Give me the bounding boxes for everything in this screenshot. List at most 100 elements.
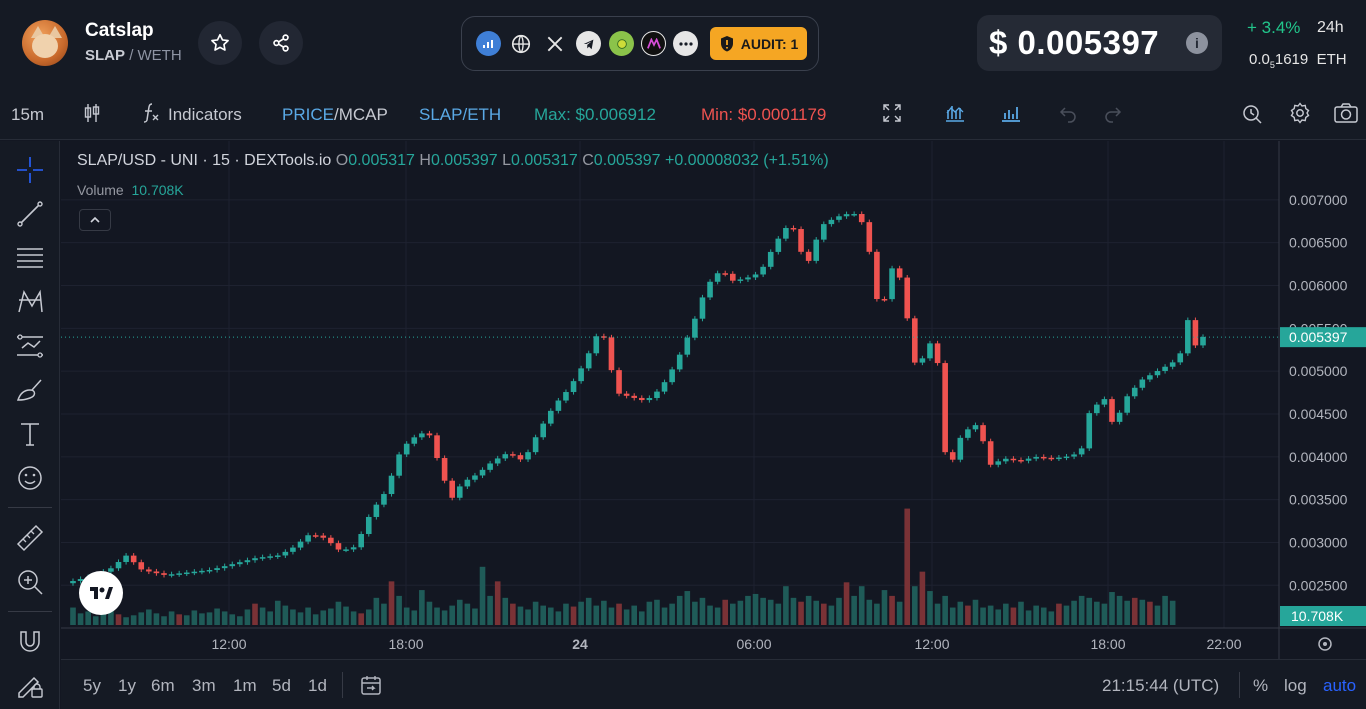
lock-drawing-icon[interactable] (14, 668, 46, 700)
token-pair: SLAP / WETH (85, 47, 182, 64)
volume-bar (1116, 595, 1123, 625)
magnet-icon[interactable] (14, 626, 46, 658)
text-icon[interactable] (14, 418, 46, 450)
volume-bar (1109, 592, 1115, 625)
candle (904, 277, 911, 319)
forecast-icon[interactable] (14, 330, 46, 362)
range-1d[interactable]: 1d (308, 676, 327, 695)
range-6m[interactable]: 6m (151, 676, 175, 695)
fullscreen-icon[interactable] (880, 101, 904, 125)
volume-bar (168, 611, 175, 625)
redo-icon[interactable] (1101, 101, 1125, 125)
candle (1048, 457, 1055, 460)
more-icon[interactable] (673, 31, 698, 56)
candle (1192, 320, 1199, 346)
candle (616, 370, 622, 394)
crosshair-icon[interactable] (14, 154, 46, 186)
x-twitter-icon[interactable] (542, 31, 567, 56)
volume-bar (638, 611, 645, 625)
auto-scale-toggle[interactable]: auto (1323, 676, 1357, 695)
volume-bar (252, 603, 258, 625)
emoji-icon[interactable] (14, 462, 46, 494)
brush-icon[interactable] (14, 374, 46, 406)
candle (123, 555, 129, 563)
log-toggle[interactable]: log (1284, 676, 1307, 695)
range-5d[interactable]: 5d (272, 676, 291, 695)
volume-bar (563, 603, 569, 625)
candle (745, 277, 751, 280)
candle (631, 395, 638, 398)
volume-bar (745, 595, 751, 625)
dextools-chart-icon[interactable] (476, 31, 501, 56)
candle (328, 537, 334, 544)
candle (669, 369, 675, 383)
volume-bar (403, 607, 410, 625)
function-icon[interactable] (138, 101, 162, 125)
audit-button[interactable]: AUDIT: 1 (710, 27, 807, 60)
candle (851, 214, 857, 216)
camera-icon[interactable] (1333, 101, 1359, 125)
candles-icon[interactable] (80, 101, 104, 125)
price-mcap-toggle[interactable]: PRICE/MCAP (282, 105, 388, 124)
volume-bar (92, 616, 99, 625)
volume-bar (183, 615, 190, 625)
volume-bar (661, 607, 668, 625)
candle (343, 549, 349, 551)
candle (896, 268, 903, 278)
volume-bar (206, 612, 213, 625)
volume-bar (783, 586, 789, 625)
volume-bar (221, 611, 228, 625)
percent-toggle[interactable]: % (1253, 676, 1269, 695)
candle (798, 229, 804, 252)
price-chart[interactable]: 0.0070000.0065000.0060000.0055000.005000… (61, 141, 1366, 659)
candle (752, 274, 759, 278)
area-chart-icon[interactable] (943, 101, 967, 125)
fib-lines-icon[interactable] (14, 242, 46, 274)
max-price: Max: $0.006912 (534, 105, 656, 124)
favorite-button[interactable] (198, 21, 242, 65)
share-button[interactable] (259, 21, 303, 65)
candle (396, 454, 402, 476)
utc-clock[interactable]: 21:15:44 (UTC) (1102, 676, 1220, 695)
volume-bar (987, 605, 994, 625)
pattern-icon[interactable] (14, 286, 46, 318)
pair-toggle[interactable]: SLAP/ETH (419, 105, 502, 124)
candle (297, 541, 304, 548)
y-tick-label: 0.003500 (1289, 492, 1348, 508)
coin-icon[interactable] (609, 31, 634, 56)
volume-bar (1025, 610, 1032, 625)
globe-icon[interactable] (508, 31, 533, 56)
candle (510, 454, 516, 456)
trend-line-icon[interactable] (14, 198, 46, 230)
volume-bar (1139, 599, 1146, 625)
volume-bar (494, 581, 501, 625)
candlestick-chart[interactable]: 0.0070000.0065000.0060000.0055000.005000… (61, 141, 1366, 659)
telegram-icon[interactable] (576, 31, 601, 56)
collapse-legend-button[interactable] (79, 209, 111, 231)
candle (115, 562, 122, 569)
volume-bar (896, 601, 903, 625)
zoom-in-icon[interactable] (14, 566, 46, 598)
candle (206, 569, 213, 572)
app-icon[interactable] (641, 31, 666, 56)
range-3m[interactable]: 3m (192, 676, 216, 695)
calendar-range-icon[interactable] (359, 673, 383, 697)
ruler-icon[interactable] (14, 522, 46, 554)
volume-bar (229, 614, 236, 625)
volume-bar (1124, 600, 1130, 625)
interval-button[interactable]: 15m (11, 105, 45, 124)
range-5y[interactable]: 5y (83, 676, 101, 695)
alert-icon[interactable] (1241, 101, 1265, 125)
gear-icon[interactable] (1288, 101, 1312, 125)
share-icon (273, 34, 289, 52)
candle (661, 382, 668, 392)
volume-bar (434, 607, 440, 625)
range-1m[interactable]: 1m (233, 676, 257, 695)
info-icon[interactable]: i (1186, 32, 1208, 54)
tradingview-logo[interactable] (79, 571, 123, 615)
range-1y[interactable]: 1y (118, 676, 136, 695)
indicators-button[interactable]: Indicators (168, 105, 242, 124)
bar-chart-icon[interactable] (999, 101, 1023, 125)
volume-bar (153, 613, 160, 625)
undo-icon[interactable] (1056, 101, 1080, 125)
